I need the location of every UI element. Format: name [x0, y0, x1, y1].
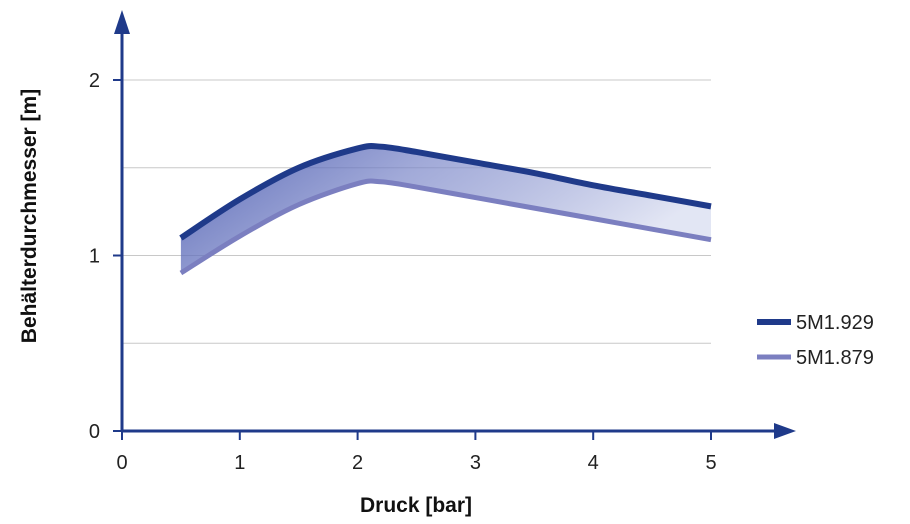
y-tick-label-1: 1	[89, 246, 100, 268]
band-area	[180, 146, 711, 274]
x-tick-label-2: 2	[352, 452, 363, 474]
series-line-1	[179, 178, 712, 276]
y-tick-label-2: 2	[89, 70, 100, 92]
x-tick-label-5: 5	[705, 452, 716, 474]
series-line-0	[179, 143, 712, 241]
x-tick-label-0: 0	[116, 452, 127, 474]
x-tick-label-4: 4	[588, 452, 599, 474]
series-lines	[179, 143, 712, 276]
legend-label-0: 5M1.929	[796, 312, 874, 334]
x-axis-arrow	[774, 423, 796, 439]
legend-label-1: 5M1.879	[796, 347, 874, 369]
tick-labels: 0 1 2 3 4 5 0 1 2	[89, 70, 717, 474]
y-axis-label: Behälterdurchmesser [m]	[18, 89, 41, 343]
axes	[113, 10, 796, 440]
x-tick-label-3: 3	[470, 452, 481, 474]
x-tick-label-1: 1	[234, 452, 245, 474]
x-axis-label: Druck [bar]	[360, 494, 472, 517]
y-tick-label-0: 0	[89, 421, 100, 443]
band-fill	[180, 146, 711, 274]
legend: 5M1.929 5M1.879	[757, 312, 874, 369]
y-axis-arrow	[114, 10, 130, 34]
